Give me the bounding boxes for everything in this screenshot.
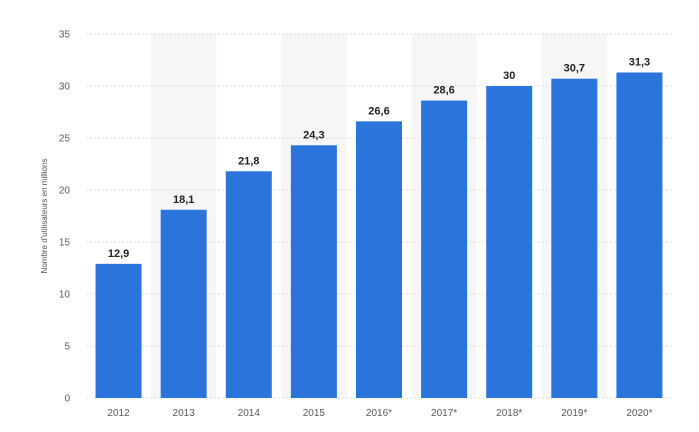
x-tick-label: 2017*: [431, 408, 457, 419]
bar: [356, 121, 402, 399]
data-label: 31,3: [629, 56, 650, 68]
bar: [290, 145, 337, 398]
x-tick-label: 2012: [107, 408, 130, 419]
data-label: 24,3: [303, 129, 324, 141]
data-label: 18,1: [173, 194, 194, 206]
x-tick-label: 2013: [173, 408, 196, 419]
data-label: 28,6: [433, 85, 454, 97]
bar: [421, 100, 468, 398]
data-labels: 12,9 18,1 21,8 24,3 26,6 28,6 30 30,7 31,3: [108, 56, 650, 259]
bars: [95, 72, 663, 399]
x-tick-label: 2020*: [626, 408, 652, 419]
y-tick-label: 10: [59, 290, 71, 301]
data-label: 26,6: [368, 105, 389, 117]
y-axis-title: Nombre d'utilisateurs en millions: [40, 159, 49, 274]
y-tick-label: 20: [59, 186, 71, 197]
bar: [95, 263, 142, 398]
data-label: 12,9: [108, 248, 129, 260]
y-tick-label: 25: [59, 134, 71, 145]
bar: [225, 171, 272, 398]
y-tick-label: 30: [59, 82, 71, 93]
bar: [486, 86, 533, 398]
bar: [160, 209, 207, 398]
y-tick-label: 5: [64, 342, 70, 353]
bar: [551, 78, 598, 398]
x-tick-label: 2016*: [366, 408, 392, 419]
x-tick-label: 2015: [303, 408, 326, 419]
data-label: 30,7: [564, 63, 585, 75]
bar: [616, 72, 663, 398]
x-axis-ticks: 2012 2013 2014 2015 2016* 2017* 2018* 2019* 2020…: [107, 408, 652, 419]
x-tick-label: 2019*: [561, 408, 587, 419]
data-label: 21,8: [238, 155, 259, 167]
x-tick-label: 2014: [238, 408, 261, 419]
y-tick-label: 35: [59, 30, 71, 41]
y-tick-label: 0: [64, 394, 70, 405]
y-tick-label: 15: [59, 238, 71, 249]
y-axis-ticks: 0 5 10 15 20 25 30 35: [59, 30, 71, 405]
x-tick-label: 2018*: [496, 408, 522, 419]
data-label: 30: [503, 70, 515, 82]
